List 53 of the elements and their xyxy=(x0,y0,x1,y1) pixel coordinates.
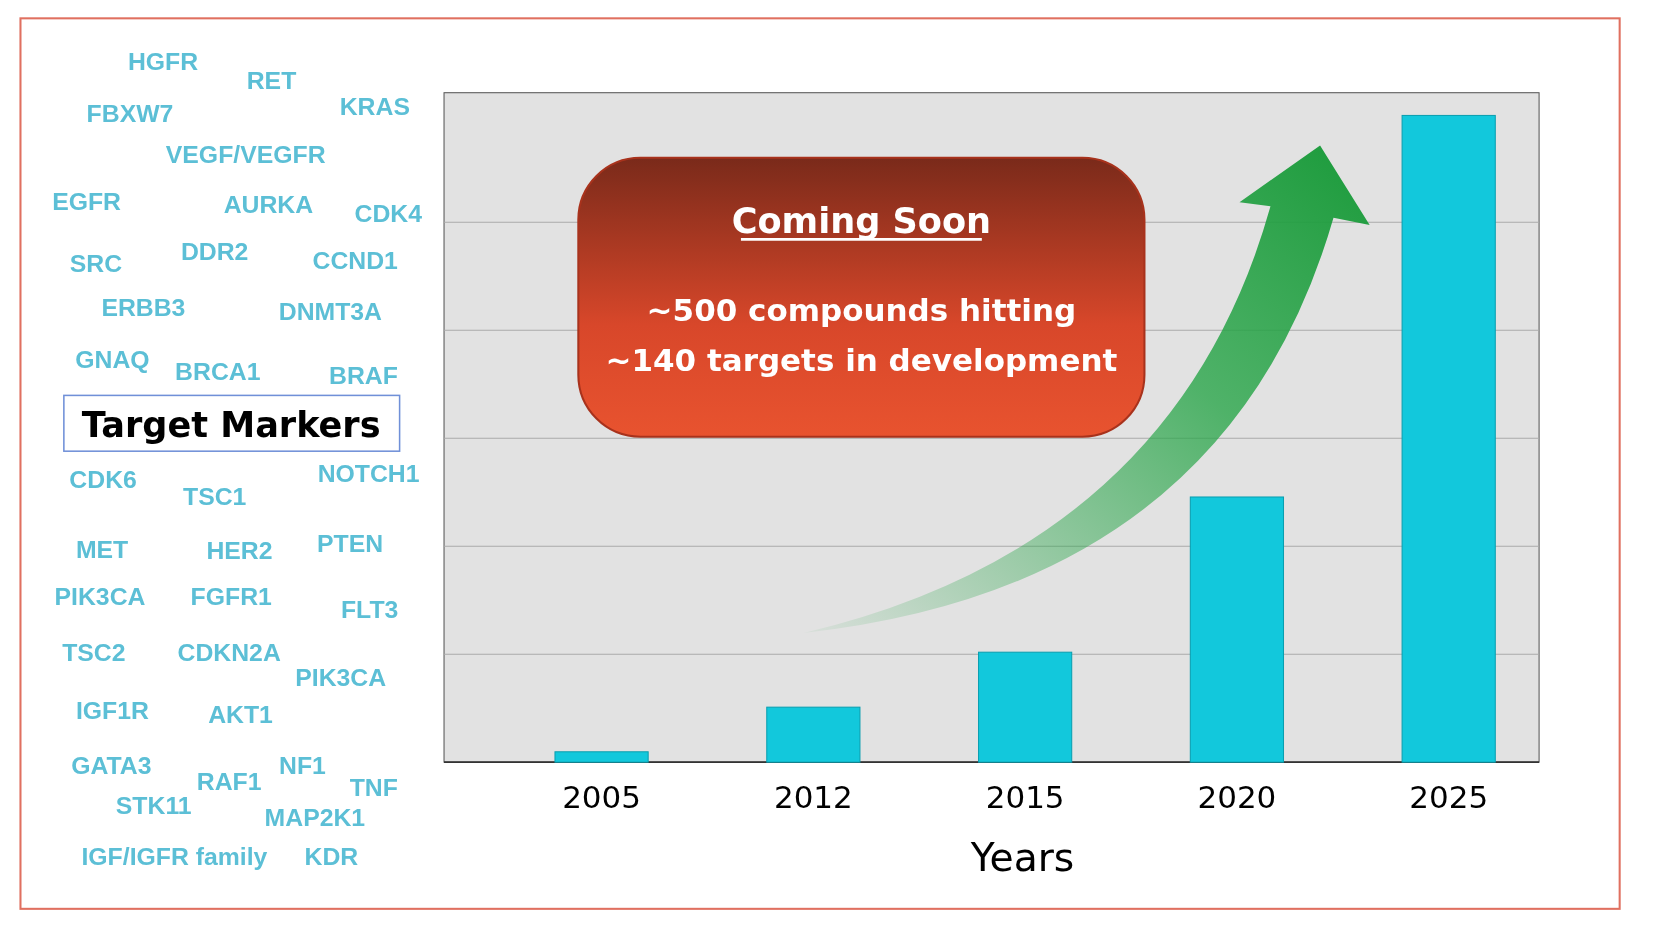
text: GNAQ xyxy=(75,345,150,373)
bar xyxy=(1189,496,1285,763)
x-tick-label: 2025 xyxy=(1409,778,1489,815)
text: SRC xyxy=(69,250,123,278)
text: CDK6 xyxy=(69,466,137,494)
bar xyxy=(978,651,1073,763)
text: VEGF/VEGFR xyxy=(165,140,326,168)
x-tick-label: 2015 xyxy=(985,778,1065,815)
text: AKT1 xyxy=(208,700,274,728)
x-tick-label: 2020 xyxy=(1197,778,1277,815)
text: HGFR xyxy=(127,47,199,75)
text: FGFR1 xyxy=(190,583,273,611)
text: MET xyxy=(75,535,129,563)
text: KRAS xyxy=(339,93,410,121)
x-tick-label: 2005 xyxy=(562,778,641,815)
text: NOTCH1 xyxy=(317,460,420,488)
bar xyxy=(1401,114,1496,763)
text: HER2 xyxy=(206,536,273,564)
text: PIK3CA xyxy=(54,583,146,611)
text: TSC2 xyxy=(62,638,126,666)
text: GATA3 xyxy=(71,751,152,779)
text: PTEN xyxy=(316,530,384,558)
text: PIK3CA xyxy=(295,663,387,691)
text: IGF/IGFR family xyxy=(81,843,268,871)
text: STK11 xyxy=(115,791,192,819)
x-tick-label: 2012 xyxy=(773,778,853,815)
annotation: ~140 targets in development xyxy=(605,341,1118,378)
text: FLT3 xyxy=(340,595,399,623)
text: ERBB3 xyxy=(101,293,186,321)
bar xyxy=(766,706,861,763)
text: MAP2K1 xyxy=(264,804,366,832)
text: DDR2 xyxy=(180,238,249,266)
text: FBXW7 xyxy=(86,99,174,127)
x-axis-title: Years xyxy=(969,834,1075,880)
text: DNMT3A xyxy=(278,297,383,325)
text: IGF1R xyxy=(75,696,149,724)
text: CCND1 xyxy=(312,247,399,275)
text: CDKN2A xyxy=(177,638,281,666)
text: AURKA xyxy=(223,190,314,218)
text: CDK4 xyxy=(354,199,423,227)
annotation: ~500 compounds hitting xyxy=(646,292,1077,329)
text: RAF1 xyxy=(196,768,262,796)
text: Target Markers xyxy=(81,403,381,445)
text: NF1 xyxy=(279,751,327,779)
text: RET xyxy=(246,66,297,94)
text: KDR xyxy=(304,843,359,871)
text: BRCA1 xyxy=(175,357,261,385)
text: BRAF xyxy=(329,362,398,390)
text: EGFR xyxy=(52,188,122,216)
text: TSC1 xyxy=(183,482,247,510)
annotation: Coming Soon xyxy=(731,200,992,242)
bar xyxy=(554,751,649,763)
text: TNF xyxy=(349,774,398,802)
